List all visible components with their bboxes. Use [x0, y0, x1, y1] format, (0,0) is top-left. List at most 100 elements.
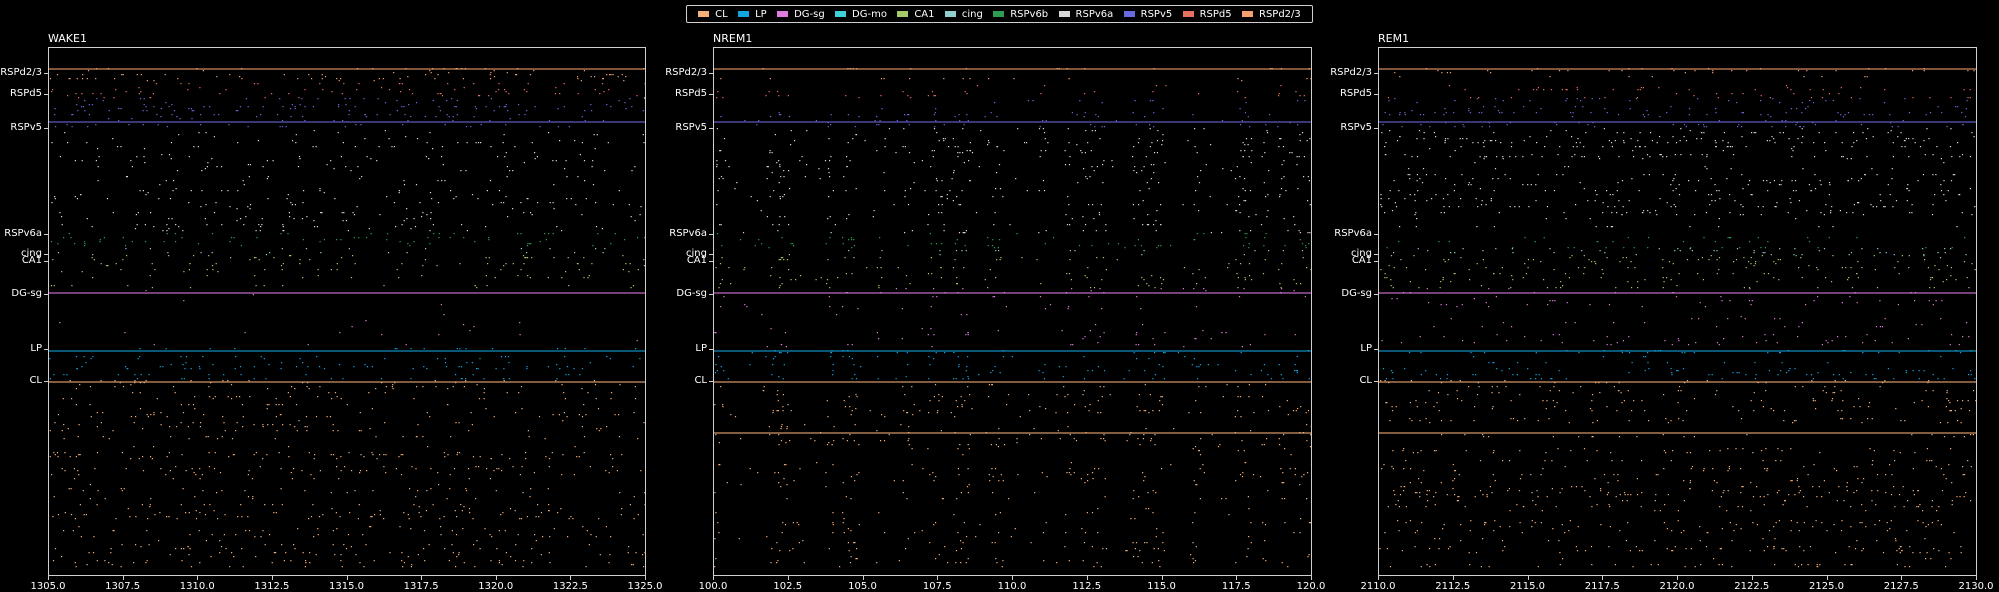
- legend-label: cing: [961, 8, 983, 20]
- x-tick-mark: [495, 576, 497, 580]
- spike-band-rspv5: [54, 98, 645, 128]
- spike-marks: [1386, 237, 1966, 249]
- spike-band-cing: [57, 248, 606, 256]
- spike-band-rspd5: [716, 85, 1305, 99]
- y-tick-label: DG-sg: [1341, 288, 1372, 299]
- legend-swatch: [993, 11, 1005, 17]
- spike-band-lp: [714, 350, 1310, 380]
- y-tick-mark: [44, 381, 48, 382]
- spike-band-dg-sg: [59, 290, 638, 346]
- legend-item: CA1: [897, 8, 935, 20]
- spike-marks: [54, 98, 645, 128]
- legend-item: DG-mo: [835, 9, 887, 20]
- x-tick-label: 102.5: [773, 581, 803, 592]
- raster-plot-area: [1378, 47, 1977, 576]
- spike-band-cing: [788, 250, 1304, 256]
- y-tick-mark: [1374, 261, 1378, 262]
- legend-label: RSPd5: [1199, 8, 1232, 20]
- y-tick-label: LP: [695, 343, 707, 354]
- spike-band-rspd5: [51, 83, 645, 99]
- panel-title: REM1: [1378, 32, 1410, 45]
- legend-item: DG-sg: [777, 9, 825, 20]
- y-tick-mark: [1374, 73, 1378, 74]
- x-tick-mark: [271, 576, 273, 580]
- legend-label: RSPd2/3: [1259, 8, 1301, 20]
- y-tick-label: LP: [1360, 343, 1372, 354]
- spike-marks: [714, 384, 1311, 568]
- x-tick-mark: [1311, 576, 1312, 580]
- spike-marks: [716, 233, 1310, 249]
- spike-band-cl: [49, 380, 645, 568]
- spike-marks: [57, 248, 606, 256]
- x-tick-mark: [1976, 576, 1977, 580]
- x-tick-label: 2110.0: [1360, 581, 1396, 592]
- spike-band-rspv6b: [50, 233, 645, 247]
- x-tick-mark: [1161, 576, 1163, 580]
- x-tick-label: 1320.0: [478, 581, 514, 592]
- legend-item: RSPv5: [1123, 8, 1173, 20]
- x-tick-label: 112.5: [1072, 581, 1102, 592]
- x-tick-label: 2117.5: [1584, 581, 1620, 592]
- spike-marks: [1379, 380, 1976, 568]
- legend-label: CA1: [914, 8, 935, 20]
- spike-marks: [716, 85, 1305, 99]
- y-tick-label: CA1: [21, 255, 42, 266]
- legend-swatch: [698, 11, 710, 17]
- legend-swatch: [944, 11, 956, 17]
- spike-band-lp: [49, 348, 641, 380]
- y-tick-mark: [709, 254, 713, 255]
- y-tick-label: RSPd5: [9, 88, 42, 99]
- x-tick-label: 120.0: [1296, 581, 1326, 592]
- x-tick-label: 100.0: [698, 581, 728, 592]
- x-tick-label: 2130.0: [1958, 581, 1994, 592]
- x-tick-mark: [1236, 576, 1238, 580]
- y-tick-mark: [709, 73, 713, 74]
- legend-swatch: [897, 11, 909, 17]
- spike-raster: [714, 68, 1311, 568]
- y-tick-label: RSPv6a: [1334, 228, 1372, 239]
- x-tick-label: 115.0: [1147, 581, 1176, 592]
- y-tick-mark: [709, 381, 713, 382]
- spike-band-rspv6a: [1380, 128, 1976, 228]
- x-tick-mark: [1901, 576, 1903, 580]
- x-tick-label: 1305.0: [30, 581, 66, 592]
- y-tick-mark: [709, 128, 713, 129]
- x-tick-label: 1325.0: [627, 581, 663, 592]
- x-tick-mark: [1527, 576, 1529, 580]
- y-tick-label: RSPd5: [1339, 88, 1372, 99]
- legend-label: DG-sg: [794, 8, 825, 20]
- spike-band-dg-sg: [714, 288, 1306, 348]
- y-tick-mark: [1374, 128, 1378, 129]
- y-tick-mark: [709, 261, 713, 262]
- x-tick-label: 1317.5: [403, 581, 439, 592]
- spike-marks: [1382, 350, 1976, 380]
- x-tick-mark: [645, 576, 646, 580]
- x-tick-label: 1322.5: [552, 581, 588, 592]
- x-tick-label: 2120.0: [1659, 581, 1695, 592]
- x-tick-mark: [1378, 576, 1379, 580]
- y-tick-mark: [709, 294, 713, 295]
- spike-marks: [714, 350, 1310, 380]
- spike-marks: [1387, 85, 1971, 99]
- spike-band-ca1: [50, 255, 645, 289]
- x-tick-mark: [197, 576, 199, 580]
- x-tick-mark: [122, 576, 124, 580]
- spike-band-cl: [714, 384, 1311, 568]
- x-tick-mark: [1677, 576, 1678, 580]
- y-tick-label: RSPv5: [1340, 122, 1372, 133]
- x-tick-label: 110.0: [997, 581, 1027, 592]
- legend-label: LP: [755, 8, 767, 20]
- x-tick-mark: [1012, 576, 1013, 580]
- x-tick-mark: [48, 576, 49, 580]
- x-tick-mark: [570, 576, 572, 580]
- x-tick-label: 2112.5: [1435, 581, 1471, 592]
- y-tick-mark: [44, 254, 48, 255]
- x-tick-mark: [713, 576, 714, 580]
- x-tick-label: 107.5: [922, 581, 952, 592]
- y-tick-label: RSPd2/3: [665, 67, 707, 78]
- spike-marks: [50, 255, 645, 289]
- y-tick-label: CL: [29, 375, 42, 386]
- y-tick-mark: [1374, 381, 1378, 382]
- legend-label: RSPv5: [1140, 8, 1173, 20]
- spike-marks: [1382, 98, 1968, 128]
